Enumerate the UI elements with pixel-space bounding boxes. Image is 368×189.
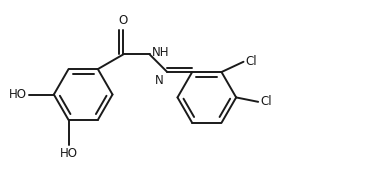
Text: N: N	[155, 74, 163, 87]
Text: NH: NH	[152, 46, 169, 59]
Text: HO: HO	[9, 88, 27, 101]
Text: Cl: Cl	[245, 55, 257, 68]
Text: Cl: Cl	[260, 95, 272, 108]
Text: HO: HO	[60, 147, 78, 160]
Text: O: O	[118, 14, 128, 27]
